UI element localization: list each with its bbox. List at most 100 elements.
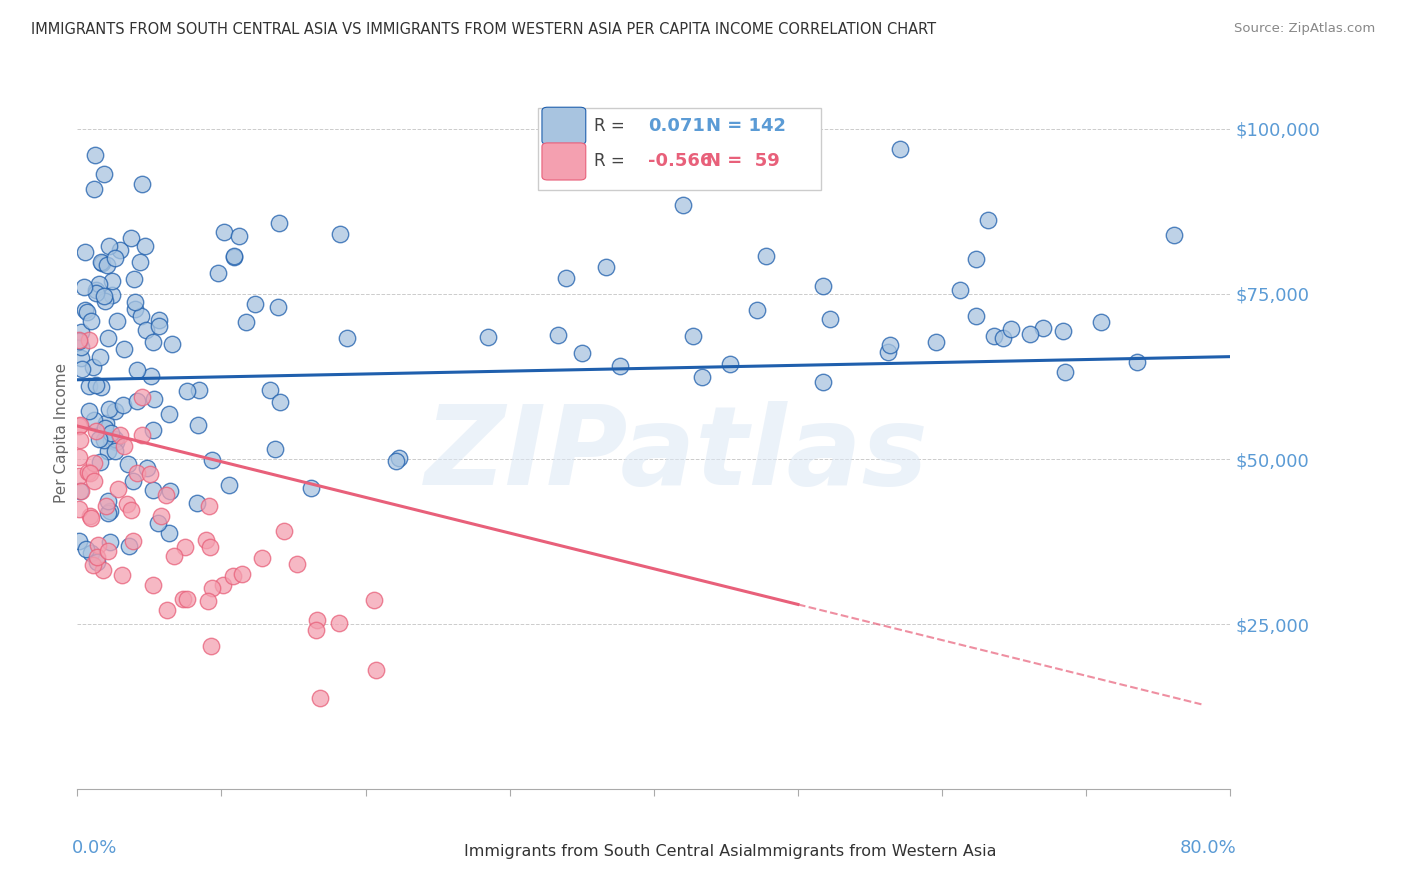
Point	[77, 333, 100, 347]
Point	[84, 424, 107, 438]
Point	[212, 225, 235, 239]
Point	[136, 460, 159, 475]
Point	[131, 428, 153, 442]
Point	[67, 334, 90, 348]
Point	[97, 238, 120, 252]
Point	[94, 499, 117, 513]
Point	[89, 455, 111, 469]
Point	[79, 546, 101, 560]
Point	[141, 578, 163, 592]
Point	[125, 394, 148, 409]
Point	[156, 603, 179, 617]
Point	[73, 245, 96, 260]
Text: N =  59: N = 59	[706, 153, 779, 170]
Point	[879, 337, 901, 351]
Point	[73, 303, 96, 318]
Point	[112, 438, 135, 452]
Point	[146, 516, 169, 530]
Point	[682, 329, 704, 343]
FancyBboxPatch shape	[541, 107, 586, 145]
Point	[67, 469, 90, 483]
Point	[176, 384, 198, 398]
Point	[77, 465, 100, 479]
Point	[79, 509, 101, 524]
Point	[949, 283, 972, 297]
Point	[267, 300, 290, 314]
Text: Immigrants from South Central Asia: Immigrants from South Central Asia	[464, 844, 752, 859]
Point	[222, 569, 245, 583]
Point	[207, 266, 229, 280]
Point	[1053, 365, 1076, 379]
Point	[187, 417, 209, 432]
FancyBboxPatch shape	[413, 836, 457, 869]
Point	[90, 380, 112, 394]
Point	[571, 345, 593, 359]
Point	[67, 501, 90, 516]
Point	[84, 147, 107, 161]
Point	[176, 591, 198, 606]
Point	[112, 342, 135, 356]
Point	[84, 286, 107, 301]
Point	[991, 331, 1014, 345]
Point	[118, 539, 141, 553]
Point	[212, 578, 235, 592]
Point	[67, 450, 90, 465]
Point	[142, 483, 165, 497]
Point	[70, 340, 93, 354]
Point	[86, 537, 108, 551]
Point	[747, 303, 769, 318]
Point	[1090, 316, 1112, 330]
Text: R =: R =	[593, 153, 630, 170]
Point	[162, 337, 184, 351]
Point	[69, 433, 91, 447]
Point	[1018, 326, 1040, 341]
Point	[111, 398, 134, 412]
Point	[82, 558, 104, 572]
Point	[108, 243, 131, 257]
Point	[385, 454, 408, 468]
Point	[94, 420, 117, 434]
Point	[117, 457, 139, 471]
Point	[69, 484, 91, 499]
Point	[90, 256, 112, 270]
Point	[131, 177, 153, 191]
Point	[141, 334, 163, 349]
Point	[142, 392, 165, 406]
Point	[690, 370, 713, 384]
Point	[186, 496, 208, 510]
Point	[77, 379, 100, 393]
Point	[148, 319, 170, 334]
Point	[609, 359, 631, 373]
Point	[172, 591, 194, 606]
Point	[111, 568, 134, 582]
Point	[73, 280, 96, 294]
Point	[93, 433, 115, 447]
Point	[157, 408, 180, 422]
FancyBboxPatch shape	[541, 143, 586, 180]
Point	[273, 524, 295, 538]
Point	[67, 333, 90, 347]
Point	[96, 259, 118, 273]
Point	[124, 294, 146, 309]
Point	[128, 255, 150, 269]
Point	[187, 383, 209, 397]
Point	[105, 434, 128, 449]
Point	[98, 402, 121, 417]
Point	[159, 484, 181, 499]
Point	[299, 481, 322, 495]
Point	[198, 499, 221, 513]
Point	[1032, 320, 1054, 334]
Point	[125, 467, 148, 481]
Point	[889, 142, 911, 156]
Point	[69, 325, 91, 339]
Point	[1163, 228, 1185, 243]
Point	[120, 231, 142, 245]
Point	[87, 432, 110, 446]
Point	[134, 239, 156, 253]
Text: 80.0%: 80.0%	[1180, 839, 1236, 857]
Text: ZIPatlas: ZIPatlas	[425, 401, 929, 508]
Text: N = 142: N = 142	[706, 117, 786, 135]
Text: 0.0%: 0.0%	[72, 839, 117, 857]
Point	[122, 272, 145, 286]
Point	[107, 482, 129, 496]
